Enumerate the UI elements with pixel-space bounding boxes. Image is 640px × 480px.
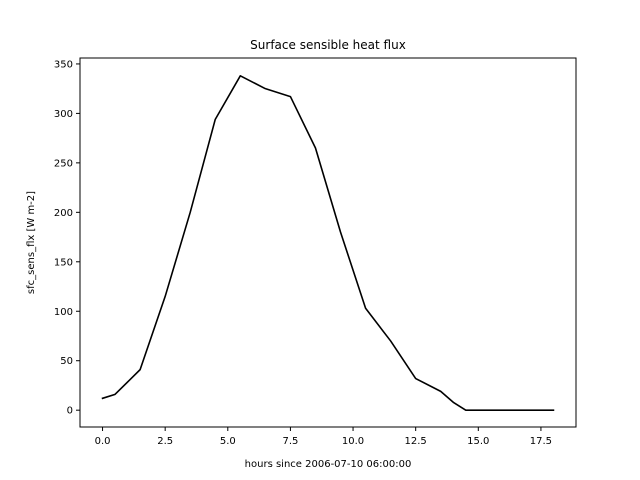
x-tick-label: 5.0 <box>220 436 236 447</box>
x-axis-title: hours since 2006-07-10 06:00:00 <box>245 459 412 470</box>
y-tick-label: 250 <box>54 158 73 169</box>
x-tick-label: 15.0 <box>467 436 489 447</box>
plot-frame <box>79 57 577 428</box>
y-tick-label: 0 <box>67 406 73 417</box>
x-axis: 0.0 2.5 5.0 7.5 10.0 12.5 15.0 17.5 <box>95 427 552 447</box>
x-tick-label: 2.5 <box>157 436 173 447</box>
plot-area <box>80 58 576 427</box>
x-tick-label: 0.0 <box>95 436 111 447</box>
y-tick-label: 300 <box>54 109 73 120</box>
y-tick-label: 100 <box>54 307 73 318</box>
series-line-0 <box>101 75 555 411</box>
x-tick-label: 17.5 <box>530 436 552 447</box>
y-tick-label: 150 <box>54 257 73 268</box>
y-tick-label: 50 <box>60 356 73 367</box>
x-tick-label: 7.5 <box>282 436 298 447</box>
x-tick-label: 12.5 <box>405 436 427 447</box>
y-axis-title: sfc_sens_flx [W m-2] <box>26 191 37 294</box>
y-axis: 0 50 100 150 200 250 300 350 <box>54 59 80 417</box>
y-tick-label: 200 <box>54 208 73 219</box>
chart-title: Surface sensible heat flux <box>250 38 406 52</box>
series-layer <box>101 75 555 411</box>
y-tick-label: 350 <box>54 59 73 70</box>
x-tick-label: 10.0 <box>342 436 364 447</box>
